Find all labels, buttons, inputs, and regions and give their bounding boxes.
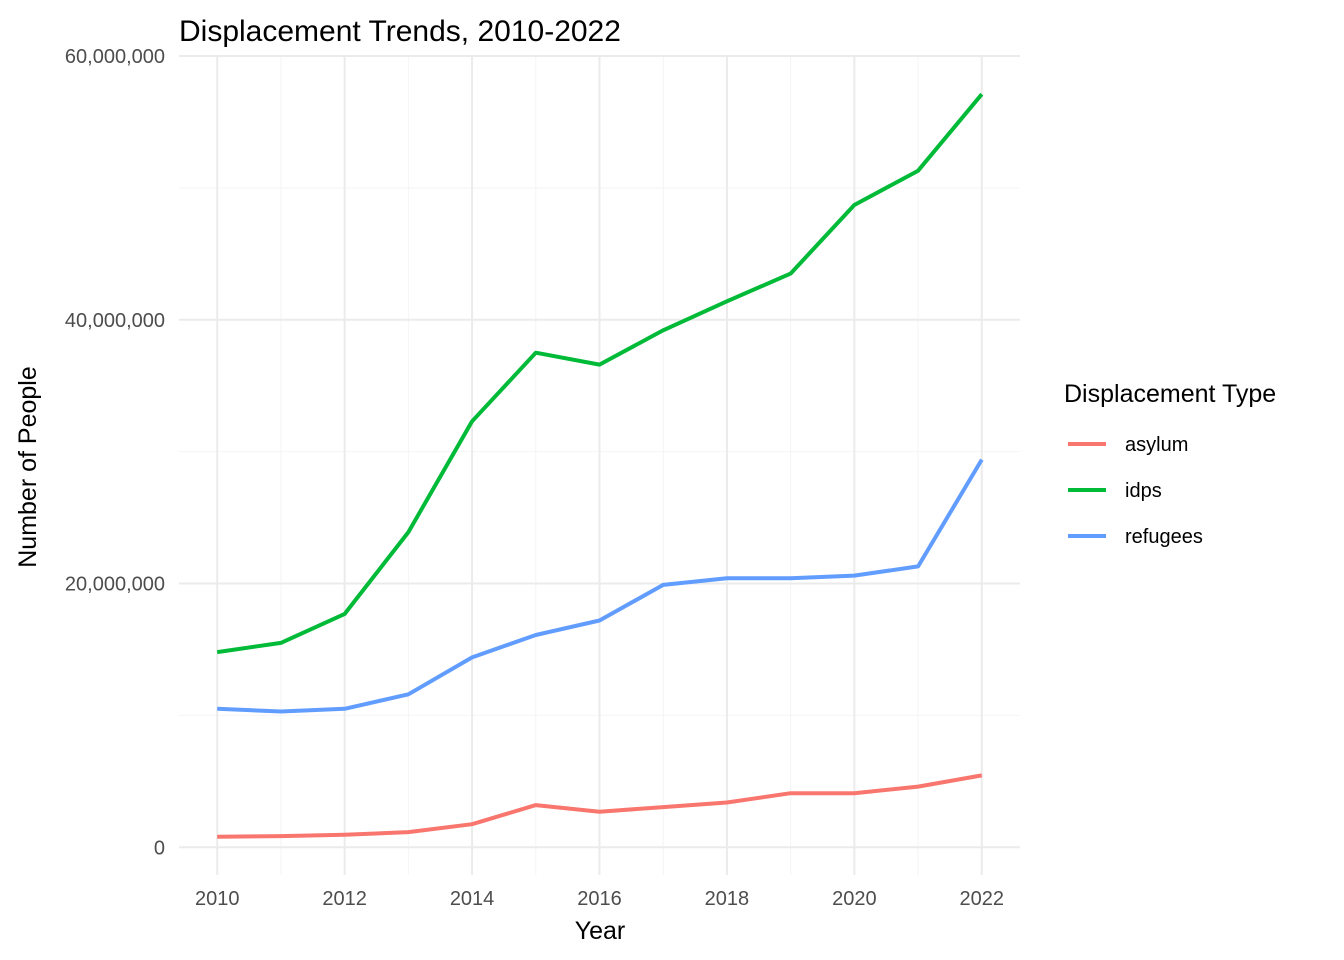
chart-title: Displacement Trends, 2010-2022	[179, 15, 621, 48]
series-lines	[216, 92, 984, 839]
x-tick-label: 2010	[195, 888, 240, 910]
legend-item-idps: idps	[1068, 480, 1162, 502]
x-tick-label: 2020	[832, 888, 877, 910]
series-line-asylum	[217, 773, 983, 839]
y-tick-label: 0	[154, 837, 165, 859]
x-tick-label: 2018	[705, 888, 750, 910]
legend-item-asylum: asylum	[1068, 434, 1188, 456]
series-line-refugees	[217, 458, 984, 714]
x-axis-title: Year	[575, 917, 626, 945]
series-line-idps	[216, 92, 984, 655]
minor-gridlines	[179, 56, 1020, 875]
legend: Displacement Type asylum idps refugees	[1064, 380, 1276, 548]
legend-label-idps: idps	[1125, 480, 1162, 502]
major-gridlines	[179, 55, 1020, 875]
y-axis-title: Number of People	[14, 366, 42, 568]
y-axis-tick-labels: 0 20,000,000 40,000,000 60,000,000	[65, 46, 165, 859]
x-tick-label: 2014	[450, 888, 495, 910]
x-tick-label: 2022	[960, 888, 1005, 910]
y-tick-label: 40,000,000	[65, 310, 165, 332]
y-tick-label: 20,000,000	[65, 574, 165, 596]
y-tick-label: 60,000,000	[65, 46, 165, 68]
legend-label-asylum: asylum	[1125, 434, 1188, 456]
legend-item-refugees: refugees	[1068, 526, 1203, 548]
legend-label-refugees: refugees	[1125, 526, 1203, 548]
legend-title: Displacement Type	[1064, 380, 1276, 408]
x-tick-label: 2016	[577, 888, 622, 910]
x-axis-tick-labels: 2010 2012 2014 2016 2018 2020 2022	[195, 888, 1004, 910]
x-tick-label: 2012	[322, 888, 367, 910]
legend-items: asylum idps refugees	[1068, 434, 1203, 548]
